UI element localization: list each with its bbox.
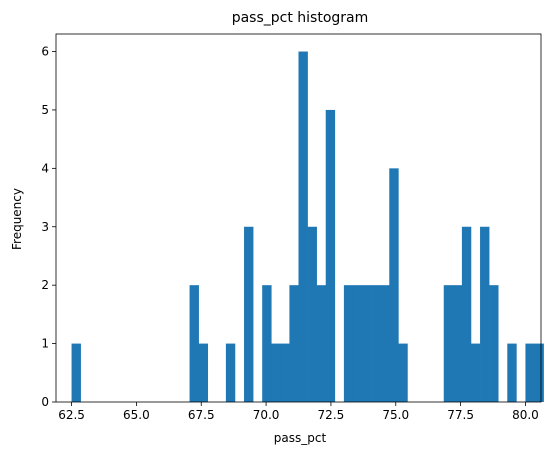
histogram-bar [452,285,463,402]
histogram-bar [443,285,454,402]
y-tick-label: 6 [41,45,49,59]
histogram-bar [380,285,390,402]
histogram-bar [534,343,544,402]
x-tick-label: 62.5 [58,408,85,422]
histogram-bar [280,343,290,402]
x-axis-ticks: 62.5 65.0 67.5 70.0 72.5 75.0 77.5 80.0 [58,402,539,422]
y-tick-label: 5 [41,103,49,117]
chart-title: pass_pct histogram [232,10,369,26]
histogram-bar [507,343,517,402]
axes-frame [55,33,542,403]
histogram-bar [470,343,481,402]
y-axis-label: Frequency [10,188,24,250]
histogram-bar [198,343,209,402]
x-tick-label: 70.0 [253,408,280,422]
histogram-bar [343,285,354,402]
histogram-bar [71,343,81,402]
histogram-bar [271,343,281,402]
x-tick-label: 72.5 [318,408,345,422]
y-tick-label: 3 [41,220,49,234]
histogram-bar [262,285,272,402]
histogram-bar [316,285,327,402]
y-tick-label: 1 [41,337,49,351]
y-axis-ticks: 0 1 2 3 4 5 6 [41,45,56,409]
x-tick-label: 67.5 [188,408,215,422]
histogram-bar [480,226,490,402]
histogram-bar [352,285,363,402]
x-tick-label: 80.0 [512,408,539,422]
histogram-bar [371,285,381,402]
histogram-bar [225,343,236,402]
y-tick-label: 4 [41,161,49,175]
x-tick-label: 77.5 [447,408,474,422]
histogram-bar [461,226,472,402]
histogram-bar [298,51,308,403]
histogram-bar [244,226,254,402]
y-tick-label: 0 [41,395,49,409]
histogram-bar [289,285,299,402]
histogram-bar [362,285,372,402]
bars-group [71,51,544,403]
histogram-bar [389,168,399,402]
histogram-bar [307,226,317,402]
x-tick-label: 75.0 [382,408,409,422]
x-tick-label: 65.0 [123,408,150,422]
x-axis-label: pass_pct [274,431,327,445]
histogram-bar [325,109,336,402]
histogram-bar [398,343,408,402]
histogram-bar [525,343,535,402]
histogram-bar [189,285,199,402]
y-tick-label: 2 [41,278,49,292]
histogram-bar [489,285,499,402]
